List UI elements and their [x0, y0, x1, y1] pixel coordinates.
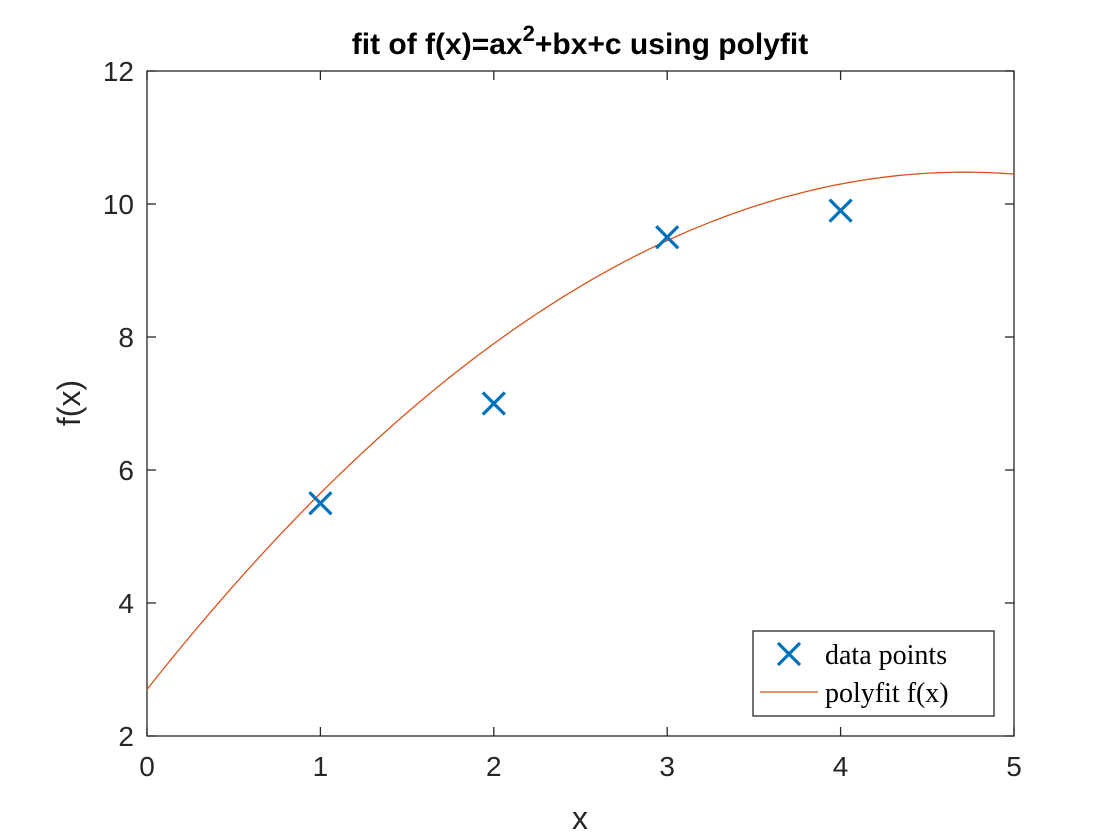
x-tick-label: 3 — [659, 751, 675, 782]
y-tick-label: 12 — [103, 56, 134, 87]
data-point-marker — [308, 491, 333, 516]
legend-marker-x-icon — [776, 641, 802, 667]
data-point-marker — [655, 225, 680, 250]
y-tick-label: 4 — [118, 588, 134, 619]
chart-title-rest: +bx+c using polyfit — [535, 28, 808, 61]
x-tick-label: 1 — [313, 751, 329, 782]
x-tick-label: 0 — [139, 751, 155, 782]
plot-area — [146, 70, 1015, 737]
y-tick-label: 8 — [118, 322, 134, 353]
chart-title: fit of f(x)=ax2+bx+c using polyfit — [352, 21, 809, 61]
x-axis-label: x — [572, 800, 588, 836]
legend-entry-data-points: data points — [776, 640, 947, 671]
legend-label-polyfit: polyfit f(x) — [825, 678, 949, 709]
y-axis-label: f(x) — [51, 380, 87, 426]
legend-label-data-points: data points — [825, 640, 947, 671]
data-point-marker — [828, 198, 853, 223]
x-tick-label: 4 — [833, 751, 849, 782]
polyfit-curve — [146, 171, 1015, 690]
plot-series — [146, 171, 1015, 690]
data-point-marker — [481, 391, 506, 416]
legend-entry-polyfit: polyfit f(x) — [760, 678, 949, 709]
legend: data points polyfit f(x) — [752, 630, 995, 717]
y-tick-label: 10 — [103, 189, 134, 220]
y-tick-label: 6 — [118, 455, 134, 486]
x-tick-label: 2 — [486, 751, 502, 782]
x-tick-label: 5 — [1006, 751, 1022, 782]
chart-title-main: fit of f(x)=ax — [352, 28, 523, 61]
chart-title-superscript: 2 — [523, 21, 535, 46]
y-tick-label: 2 — [118, 721, 134, 752]
axes-frame — [146, 70, 1015, 737]
legend-box — [752, 630, 995, 717]
